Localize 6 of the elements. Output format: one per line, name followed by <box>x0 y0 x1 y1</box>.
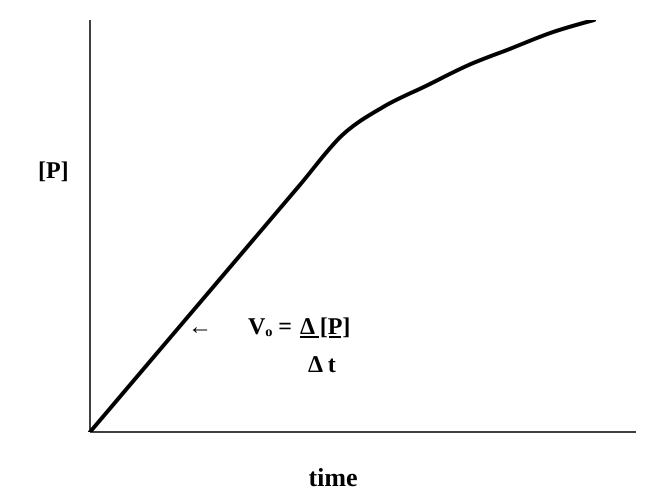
annotation: Vₒ = <box>248 314 292 341</box>
x-axis-title: time <box>307 463 359 493</box>
y-axis-title: [P] <box>38 158 69 185</box>
annotation: ← <box>188 314 212 341</box>
annotation: Δ t <box>308 352 336 379</box>
annotation: Δ [P] <box>300 314 350 341</box>
